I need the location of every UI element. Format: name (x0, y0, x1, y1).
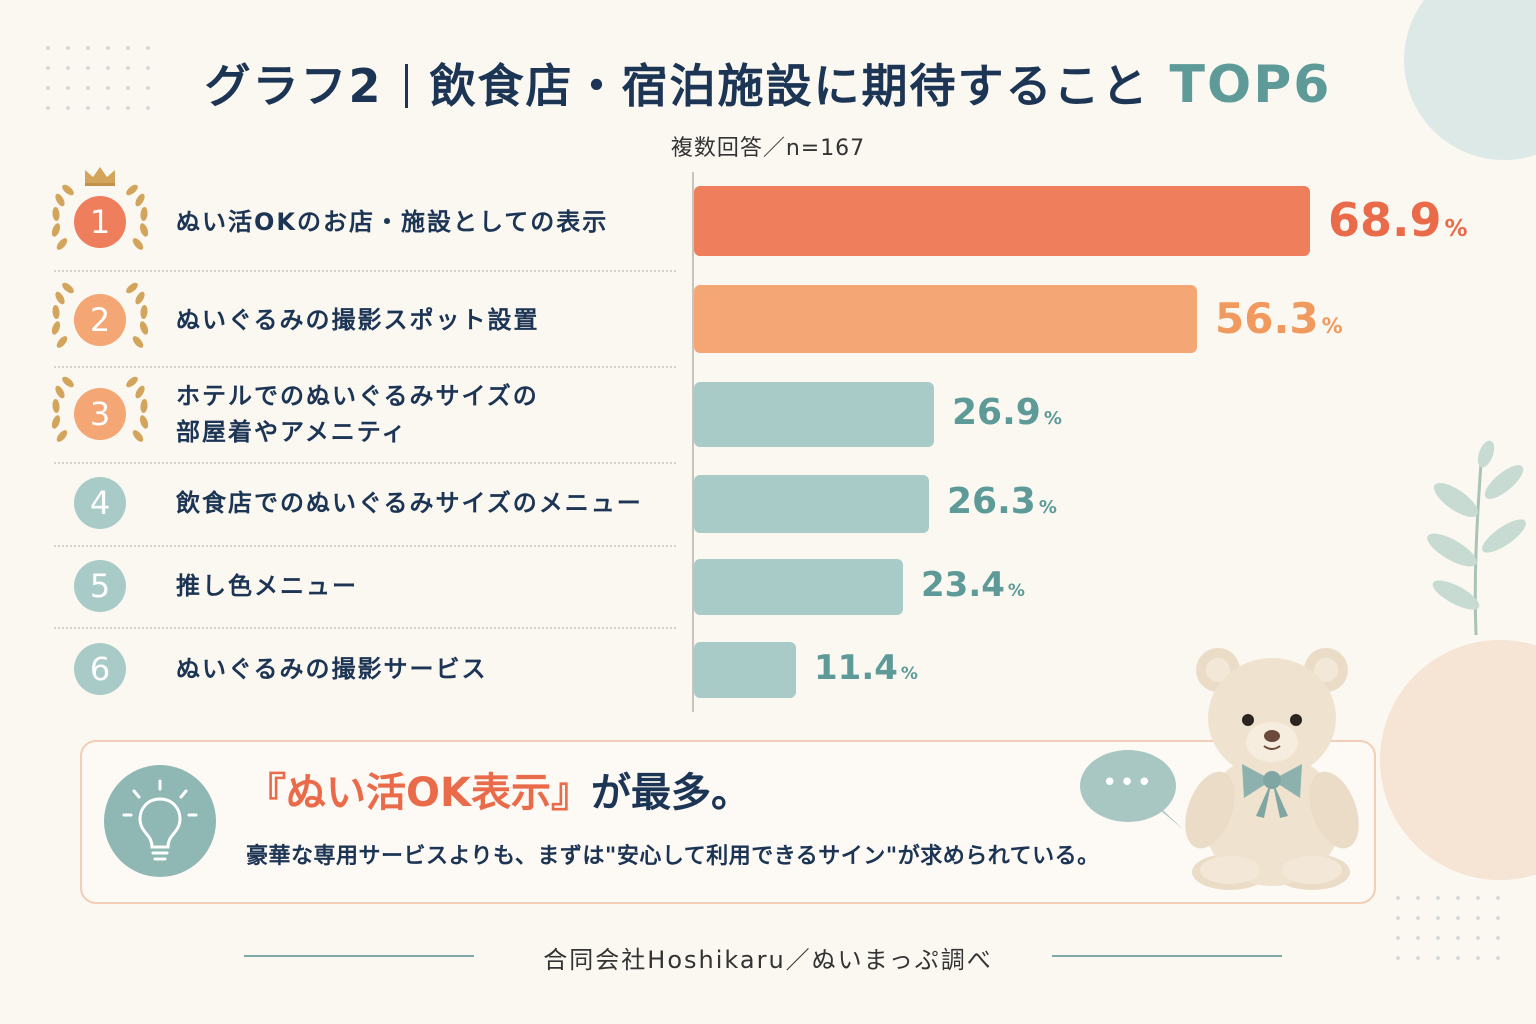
footer-line-right (1052, 955, 1282, 957)
laurel-icon (51, 376, 149, 442)
rank-badge: 5 (74, 560, 126, 612)
value-unit: % (1043, 407, 1062, 429)
bar (694, 186, 1310, 256)
bar (694, 475, 929, 533)
callout-body: 豪華な専用サービスよりも、まずは"安心して利用できるサイン"が求められている。 (246, 844, 1100, 869)
title-main: 飲食店・宿泊施設に期待すること (429, 59, 1150, 113)
value-unit: % (900, 663, 918, 684)
value-unit: % (1444, 216, 1468, 243)
callout-headline-rest: が最多。 (591, 770, 751, 816)
category-label: 飲食店でのぬいぐるみサイズのメニュー (176, 485, 643, 521)
lightbulb-icon (122, 779, 198, 861)
teddy-bear-icon (1185, 648, 1359, 890)
footer-source: 合同会社Hoshikaru／ぬいまっぷ調べ (543, 946, 993, 974)
decor-dot-grid-bottom-right (1396, 896, 1500, 960)
value-label: 23.4% (921, 565, 1025, 605)
category-label-line: 部屋着やアメニティ (176, 418, 408, 446)
laurel-icon (51, 282, 149, 348)
category-label-line: ホテルでのぬいぐるみサイズの (176, 382, 539, 410)
category-label-line: ぬい活OKのお店・施設としての表示 (176, 208, 609, 236)
value-number: 26.9 (952, 391, 1041, 433)
value-unit: % (1038, 496, 1057, 518)
row-divider (54, 462, 676, 464)
rank-badge: 6 (74, 643, 126, 695)
chart-axis-line (692, 172, 694, 712)
value-number: 23.4 (921, 564, 1005, 605)
callout-headline-accent: 『ぬい活OK表示』 (246, 770, 591, 816)
row-divider (54, 270, 676, 272)
callout-headline: 『ぬい活OK表示』が最多。 (246, 760, 751, 818)
rank-badge: 2 (74, 294, 126, 346)
category-label: 推し色メニュー (176, 568, 358, 604)
value-label: 56.3% (1215, 294, 1343, 343)
category-label-line: ぬいぐるみの撮影スポット設置 (176, 306, 540, 334)
category-label: ぬい活OKのお店・施設としての表示 (176, 204, 608, 240)
bar (694, 285, 1197, 353)
rank-badge: 3 (74, 388, 126, 440)
row-divider (54, 366, 676, 368)
value-unit: % (1321, 313, 1343, 338)
bar (694, 382, 934, 447)
decor-circle-bottom-right (1380, 640, 1536, 880)
value-label: 26.9% (952, 392, 1062, 433)
title-prefix: グラフ2 (204, 59, 383, 113)
row-divider (54, 545, 676, 547)
value-number: 11.4 (814, 647, 898, 688)
decor-dot-grid-top-left (46, 46, 150, 110)
value-number: 56.3 (1215, 293, 1319, 343)
chart-title: グラフ2 飲食店・宿泊施設に期待すること TOP6 (0, 50, 1536, 116)
row-divider (54, 627, 676, 629)
speech-bubble-dots: ••• (1101, 768, 1154, 798)
laurel-icon (51, 184, 149, 250)
title-suffix: TOP6 (1169, 55, 1332, 115)
leaf-branch-icon (1427, 440, 1526, 636)
bar (694, 559, 903, 615)
chart-subtitle: 複数回答／n=167 (670, 136, 866, 161)
footer-line-left (244, 955, 474, 957)
bar (694, 642, 796, 698)
value-label: 68.9% (1328, 193, 1468, 247)
category-label-line: 飲食店でのぬいぐるみサイズのメニュー (176, 489, 643, 517)
title-separator (404, 63, 408, 108)
value-label: 26.3% (947, 481, 1057, 522)
category-label-line: ぬいぐるみの撮影サービス (176, 655, 488, 683)
category-label: ぬいぐるみの撮影サービス (176, 651, 488, 687)
category-label: ホテルでのぬいぐるみサイズの 部屋着やアメニティ (176, 378, 539, 450)
value-unit: % (1007, 580, 1025, 601)
crown-icon (85, 167, 115, 186)
value-number: 68.9 (1328, 193, 1442, 248)
value-number: 26.3 (947, 480, 1036, 522)
category-label-line: 推し色メニュー (176, 572, 358, 600)
speech-bubble-tail (1152, 800, 1184, 830)
value-label: 11.4% (814, 648, 918, 688)
lightbulb-badge (104, 765, 216, 877)
rank-badge: 4 (74, 477, 126, 529)
category-label: ぬいぐるみの撮影スポット設置 (176, 302, 540, 338)
rank-badge: 1 (74, 196, 126, 248)
